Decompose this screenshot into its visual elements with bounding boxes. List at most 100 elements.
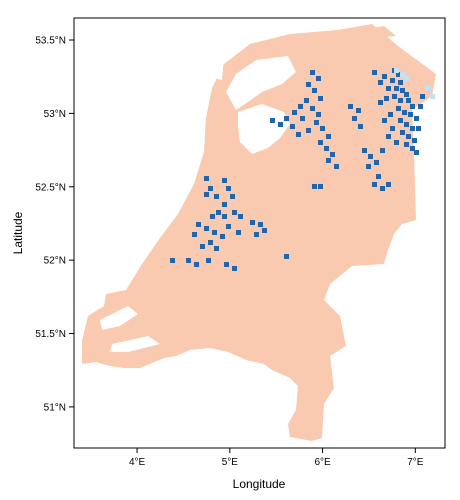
map-cell-high [404,92,409,97]
map-cell-high [390,126,395,131]
map-cell-high [214,246,219,251]
map-cell-high [400,88,405,93]
map-cell-high [402,110,407,115]
map-cell-high [390,78,395,83]
map-cell-high [318,140,323,145]
y-axis: 51°N 51.5°N 52°N 52.5°N 53°N 53.5°N [35,36,74,413]
map-cell-high [386,182,391,187]
map-cell-high [410,104,415,109]
map-cell-high [262,228,267,233]
map-cell-high [196,222,201,227]
island [214,46,262,96]
map-cell-high [306,82,311,87]
map-cell-high [230,194,235,199]
map-cell-high [284,116,289,121]
map-cell-high [420,94,425,99]
map-cell-high [290,124,295,129]
map-cell-high [406,98,411,103]
map-cell-high [278,122,283,127]
map-cell-high [224,262,229,267]
map-cell-high [356,108,361,113]
map-cell-high [270,118,275,123]
map-cell-high [368,154,373,159]
map-cell-high [312,184,317,189]
map-cell-light [404,76,409,81]
map-cell-high [186,258,191,263]
map-cell-high [324,146,329,151]
y-tick-label: 52.5°N [35,182,66,193]
map-cell-light [430,94,435,99]
map-cell-high [254,232,259,237]
map-cell-high [362,148,367,153]
light-category-cells [394,68,435,99]
y-tick-label: 53.5°N [35,36,66,47]
map-cell-high [216,210,221,215]
map-cell-high [358,124,363,129]
x-axis: 4°E 5°E 6°E 7°E [129,448,424,468]
water-body [110,336,160,352]
island [318,32,360,44]
map-cell-high [306,128,311,133]
map-cell-high [320,126,325,131]
water-body [238,104,290,154]
x-tick-label: 7°E [407,457,424,468]
map-cell-high [418,104,423,109]
map-cell-high [204,192,209,197]
map-cell-high [412,138,417,143]
map-cell-high [382,74,387,79]
map-cell-high [214,194,219,199]
map-cell-high [292,110,297,115]
x-axis-title: Longitude [233,477,286,491]
map-cell-high [334,164,339,169]
map-cell-high [226,224,231,229]
map-cell-high [310,70,315,75]
map-cell-high [226,186,231,191]
map-cell-high [284,254,289,259]
map-cell-high [326,158,331,163]
x-tick-label: 4°E [129,457,146,468]
map-cell-high [212,230,217,235]
map-cell-high [376,174,381,179]
water-body [100,306,138,330]
map-cell-high [380,148,385,153]
map-cell-high [170,258,175,263]
map-cell-high [398,80,403,85]
water-body [226,56,296,110]
map-cell-high [406,134,411,139]
map-cell-high [388,112,393,117]
map-cell-high [232,210,237,215]
map-cell-high [374,160,379,165]
x-tick-label: 5°E [222,457,239,468]
map-cell-high [404,142,409,147]
map-cell-high [300,116,305,121]
map-cell-high [410,126,415,131]
y-axis-title: Latitude [11,211,25,254]
x-tick-label: 6°E [314,457,331,468]
map-cell-high [250,220,255,225]
map-cell-light [400,72,405,77]
map-cell-high [330,152,335,157]
map-cell-high [296,132,301,137]
map-cell-high [310,106,315,111]
y-tick-label: 51.5°N [35,329,66,340]
map-cell-high [394,140,399,145]
map-cell-high [208,240,213,245]
map-cell-high [316,76,321,81]
map-cell-high [298,104,303,109]
map-cell-high [314,120,319,125]
map-cell-high [238,214,243,219]
map-cell-high [414,150,419,155]
island [362,26,396,38]
map-cell-high [210,214,215,219]
map-cell-high [208,186,213,191]
map-cell-high [206,258,211,263]
map-cell-high [236,230,241,235]
map-cell-high [200,244,205,249]
map-cell-high [372,70,377,75]
y-tick-label: 53°N [44,109,66,120]
map-cell-high [416,126,421,131]
map-cell-high [392,94,397,99]
map-cell-high [378,80,383,85]
map-cell-high [316,112,321,117]
